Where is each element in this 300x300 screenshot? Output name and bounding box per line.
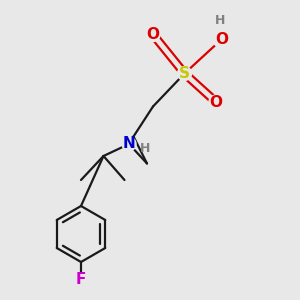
Text: F: F [76, 272, 86, 287]
Text: S: S [179, 66, 190, 81]
Circle shape [146, 28, 160, 41]
Text: H: H [140, 142, 150, 154]
Circle shape [122, 137, 136, 151]
Circle shape [74, 273, 88, 287]
Text: O: O [215, 32, 229, 46]
Circle shape [178, 67, 191, 80]
Text: N: N [123, 136, 135, 152]
Text: O: O [209, 94, 223, 110]
Text: O: O [146, 27, 160, 42]
Circle shape [209, 95, 223, 109]
Circle shape [213, 30, 231, 48]
Text: H: H [215, 14, 225, 28]
